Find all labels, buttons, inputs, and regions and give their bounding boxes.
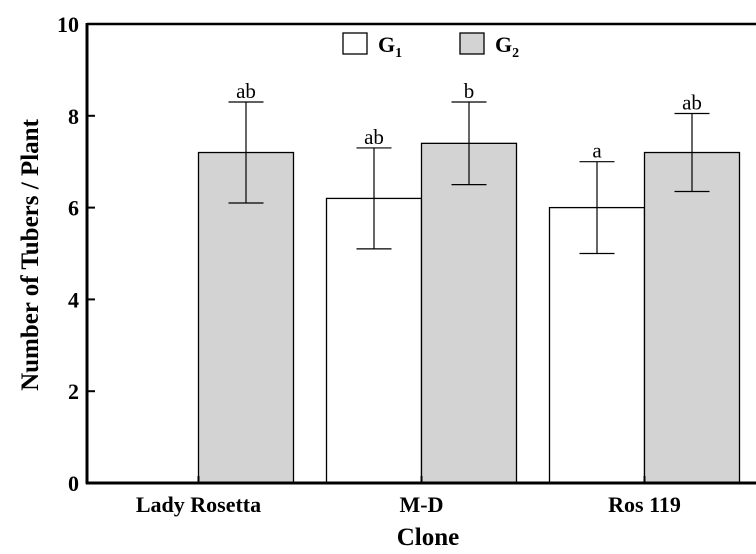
x-ticks-layer: Lady Rosetta M-D Ros 119 (136, 476, 681, 517)
legend-swatch-G2 (459, 32, 485, 55)
legend: G1 G2 (342, 32, 519, 61)
y-tick-label: 10 (57, 12, 79, 37)
x-tick-label: Lady Rosetta (136, 492, 261, 517)
x-tick-label: Ros 119 (608, 492, 681, 517)
y-tick-label: 2 (68, 379, 79, 404)
bars-layer (197, 142, 741, 484)
y-ticks-layer: 0 2 4 6 8 10 (57, 12, 95, 496)
significance-label: b (464, 79, 475, 103)
bar-G2-ros-119 (643, 151, 741, 484)
bar-G2-m-d (420, 142, 518, 484)
x-tick-label: M-D (400, 492, 444, 517)
legend-label-G2: G2 (495, 32, 519, 61)
x-axis-title: Clone (397, 524, 460, 551)
y-axis-title: Number of Tubers / Plant (17, 118, 44, 390)
y-tick-label: 6 (68, 196, 79, 221)
y-tick-label: 4 (68, 287, 79, 312)
legend-label-G1: G1 (378, 32, 402, 61)
significance-label: ab (682, 91, 702, 115)
y-tick-label: 0 (68, 471, 79, 496)
y-tick-label: 8 (68, 104, 79, 129)
legend-swatch-G1 (342, 32, 368, 55)
significance-label: ab (236, 79, 256, 103)
significance-label: a (592, 139, 602, 163)
significance-label: ab (364, 125, 384, 149)
significance-labels-layer: ab a ab b ab (236, 79, 702, 163)
error-bars-layer (228, 101, 710, 255)
